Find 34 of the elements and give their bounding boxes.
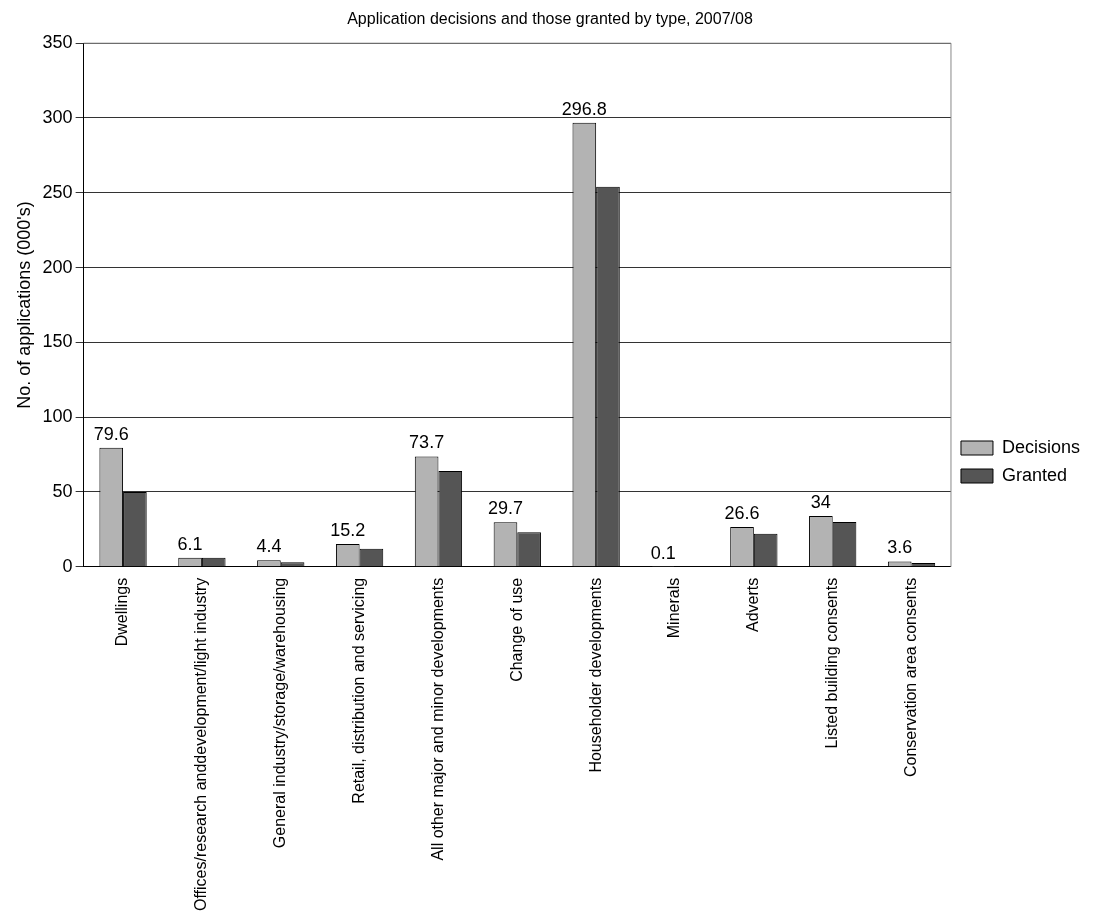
chart-title: Application decisions and those granted by type, 2007/08 — [347, 10, 753, 28]
y-tick-label: 0 — [62, 555, 73, 576]
x-tick-label: Offices/research anddevelopment/light industry — [192, 577, 210, 911]
data-label: 296.8 — [561, 98, 607, 119]
y-axis-title: No. of applications (000's) — [13, 201, 34, 409]
data-label: 15.2 — [330, 520, 366, 541]
data-label: 3.6 — [887, 537, 913, 558]
y-tick-label: 50 — [52, 480, 73, 501]
x-tick-label: Change of use — [507, 577, 525, 682]
y-tick-label: 350 — [42, 32, 73, 53]
x-tick-label: Minerals — [665, 577, 683, 639]
x-tick-label: Listed building consents — [823, 577, 841, 749]
x-tick-label: Conservation area consents — [901, 577, 919, 778]
y-tick-label: 200 — [42, 256, 73, 277]
y-tick-label: 250 — [42, 181, 73, 202]
x-tick-label: Adverts — [744, 577, 762, 633]
data-label: 29.7 — [487, 498, 523, 519]
legend-label: Decisions — [1001, 436, 1080, 457]
legend-label: Granted — [1001, 464, 1068, 485]
x-tick-label: All other major and minor developments — [428, 577, 446, 861]
x-tick-label: Householder developments — [586, 577, 604, 773]
y-tick-label: 100 — [42, 406, 73, 427]
data-label: 6.1 — [177, 533, 203, 554]
y-tick-label: 300 — [42, 106, 73, 127]
data-label: 73.7 — [409, 432, 445, 453]
data-label: 0.1 — [650, 542, 676, 563]
data-label: 34 — [810, 491, 831, 512]
data-label: 79.6 — [93, 423, 129, 444]
data-label: 4.4 — [256, 536, 282, 557]
x-tick-label: General industry/storage/warehousing — [271, 577, 289, 849]
x-tick-label: Retail, distribution and servicing — [350, 577, 368, 804]
data-label: 26.6 — [724, 502, 760, 523]
x-tick-label: Dwellings — [113, 577, 131, 647]
y-tick-label: 150 — [42, 331, 73, 352]
